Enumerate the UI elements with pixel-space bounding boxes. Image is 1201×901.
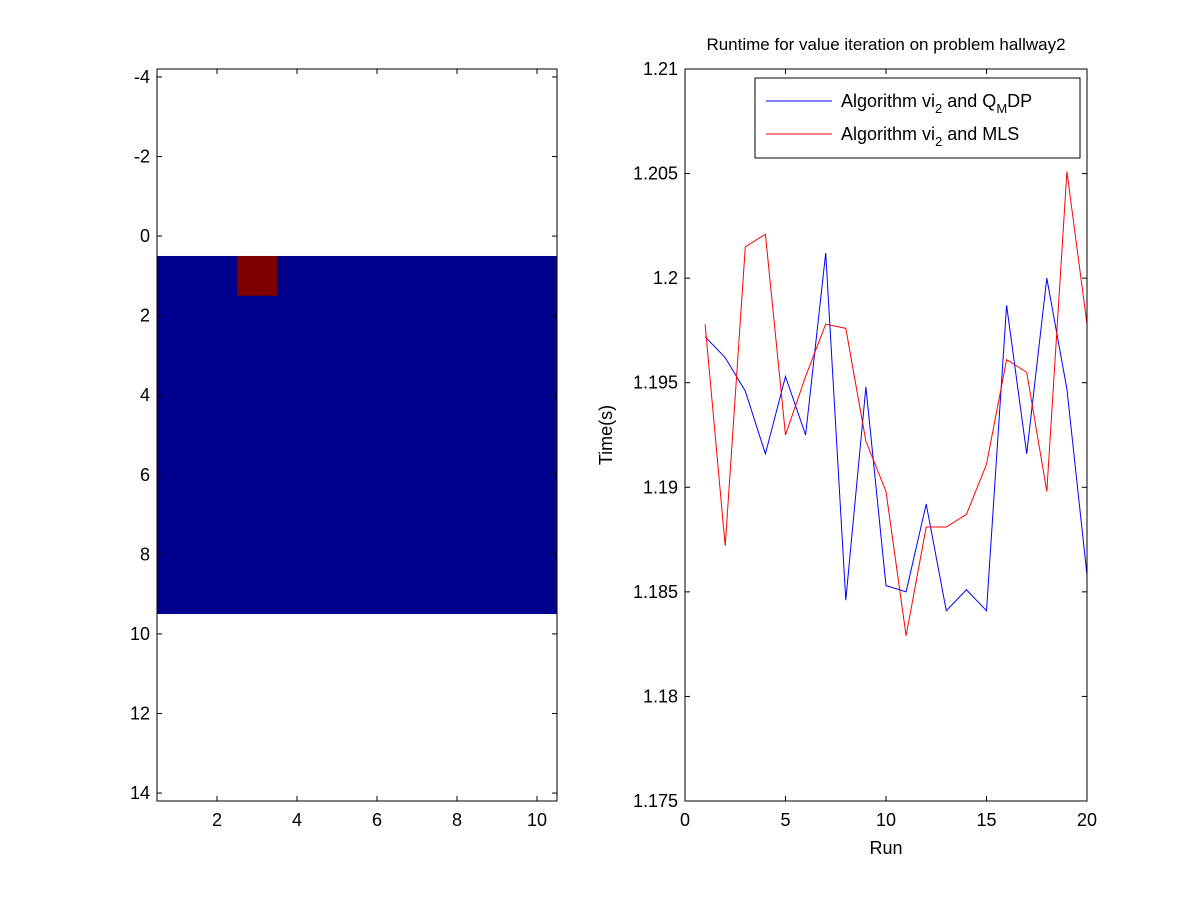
legend-text-part: and Q	[942, 91, 996, 111]
right-x-tick-label: 0	[680, 810, 690, 830]
legend-text-part: Algorithm vi	[841, 91, 935, 111]
left-image-ticks: 2 4 6 8 10 -4 -2 0 2 4 6 8 10 12 14	[130, 67, 557, 830]
right-x-tick-label: 5	[780, 810, 790, 830]
left-x-tick-label: 6	[372, 810, 382, 830]
left-y-tick-label: 12	[130, 703, 150, 723]
legend-label-2: Algorithm vi2 and MLS	[841, 124, 1019, 149]
left-image-axes: 2 4 6 8 10 -4 -2 0 2 4 6 8 10 12 14	[130, 67, 558, 830]
right-line-series	[704, 171, 1088, 636]
series-line-2	[704, 171, 1088, 636]
right-y-tick-label: 1.2	[653, 268, 678, 288]
right-x-tick-label: 20	[1077, 810, 1097, 830]
left-y-tick-label: 10	[130, 624, 150, 644]
right-y-tick-label: 1.21	[643, 59, 678, 79]
image-highlight-cell	[237, 255, 277, 296]
image-background-cells	[157, 255, 557, 615]
right-y-tick-label: 1.205	[633, 164, 678, 184]
right-y-tick-label: 1.175	[633, 791, 678, 811]
left-y-tick-label: -2	[134, 147, 150, 167]
legend-text-part: DP	[1007, 91, 1032, 111]
legend-subscript: 2	[935, 101, 942, 116]
left-y-tick-label: 0	[140, 226, 150, 246]
chart-title: Runtime for value iteration on problem h…	[706, 35, 1065, 54]
right-x-tick-label: 10	[876, 810, 896, 830]
left-x-tick-label: 8	[452, 810, 462, 830]
legend-box	[754, 77, 1081, 159]
legend-label-1: Algorithm vi2 and QMDP	[841, 91, 1032, 116]
right-y-tick-label: 1.19	[643, 477, 678, 497]
left-x-tick-label: 2	[212, 810, 222, 830]
left-axes-frame	[156, 68, 558, 802]
right-y-tick-label: 1.195	[633, 373, 678, 393]
right-x-tick-label: 15	[976, 810, 996, 830]
legend-subscript: 2	[935, 134, 942, 149]
legend-text-part: Algorithm vi	[841, 124, 935, 144]
left-x-tick-label: 4	[292, 810, 302, 830]
left-x-tick-label: 10	[527, 810, 547, 830]
series-line-1	[704, 252, 1088, 612]
left-image-plot	[157, 255, 557, 615]
x-axis-label: Run	[869, 838, 902, 858]
left-y-tick-label: 6	[140, 465, 150, 485]
left-y-tick-label: 8	[140, 544, 150, 564]
left-y-tick-label: 2	[140, 306, 150, 326]
right-axes-frame	[684, 68, 1088, 802]
right-line-ticks: 0 5 10 15 20 1.175 1.18 1.185 1.19 1.195 1.2 1.205 1…	[633, 59, 1097, 830]
legend-text-part: and MLS	[942, 124, 1019, 144]
legend-subscript: M	[996, 101, 1007, 116]
y-axis-label: Time(s)	[596, 405, 616, 465]
left-y-tick-label: -4	[134, 67, 150, 87]
left-y-tick-label: 4	[140, 385, 150, 405]
left-y-tick-label: 14	[130, 783, 150, 803]
right-line-axes: 0 5 10 15 20 1.175 1.18 1.185 1.19 1.195 1.2 1.205 1…	[596, 35, 1097, 858]
right-y-tick-label: 1.185	[633, 582, 678, 602]
right-y-tick-label: 1.18	[643, 686, 678, 706]
